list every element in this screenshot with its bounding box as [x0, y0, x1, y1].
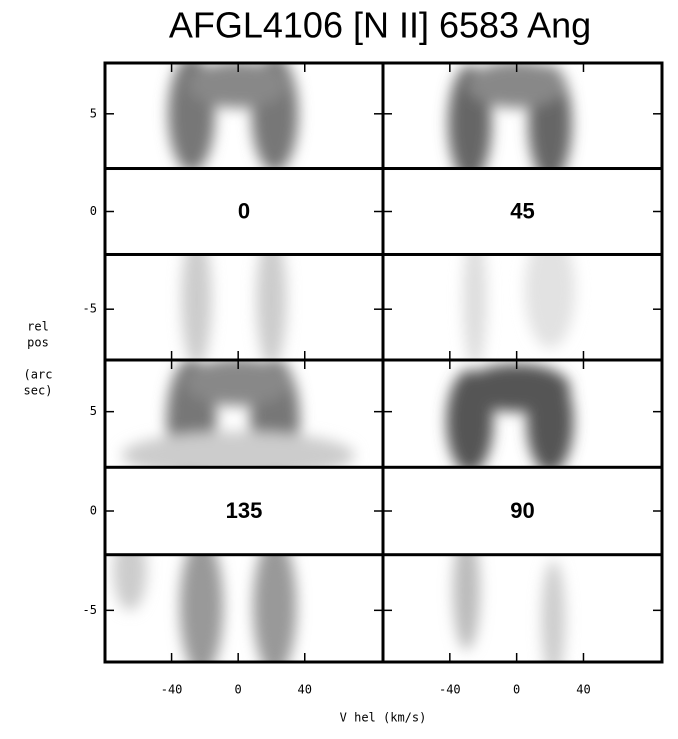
y-tick-label: -5 [83, 302, 97, 316]
intensity-blob [181, 231, 212, 360]
label-band [103, 465, 385, 557]
intensity-blob [466, 63, 567, 108]
intensity-blob [179, 536, 224, 662]
label-band [381, 465, 664, 557]
panel-label: 90 [510, 498, 534, 523]
intensity-blob [256, 231, 287, 360]
intensity-blob [453, 530, 480, 651]
intensity-blob [184, 360, 292, 406]
y-axis-label: sec) [24, 384, 53, 398]
x-tick-label: 40 [576, 683, 590, 697]
intensity-image [446, 363, 574, 662]
intensity-blob [253, 536, 297, 662]
y-axis-label: pos [27, 336, 49, 350]
intensity-blob [463, 363, 571, 412]
panel [448, 63, 576, 360]
panel-label: 0 [238, 198, 250, 223]
x-tick-label: -40 [439, 683, 461, 697]
panel [168, 63, 299, 360]
intensity-blob [525, 231, 576, 349]
x-tick-label: 0 [235, 683, 242, 697]
x-tick-label: -40 [161, 683, 183, 697]
intensity-blob [188, 63, 289, 108]
chart-title: AFGL4106 [N II] 6583 Ang [169, 5, 591, 46]
intensity-blob [541, 560, 566, 662]
x-tick-label: 40 [298, 683, 312, 697]
y-tick-label: 5 [90, 106, 97, 120]
y-tick-label: 0 [90, 504, 97, 518]
y-tick-label: 0 [90, 204, 97, 218]
y-axis-label: rel [27, 320, 49, 334]
y-axis-label: (arc [24, 368, 53, 382]
panel [446, 363, 574, 662]
y-tick-label: -5 [83, 603, 97, 617]
y-tick-label: 5 [90, 404, 97, 418]
x-axis-label: V hel (km/s) [340, 711, 427, 725]
intensity-blob [463, 231, 487, 360]
panel-label: 135 [226, 498, 263, 523]
intensity-image [168, 63, 299, 360]
panel-label: 45 [510, 198, 534, 223]
x-tick-label: 0 [513, 683, 520, 697]
intensity-image [448, 63, 576, 360]
label-band [103, 167, 385, 256]
